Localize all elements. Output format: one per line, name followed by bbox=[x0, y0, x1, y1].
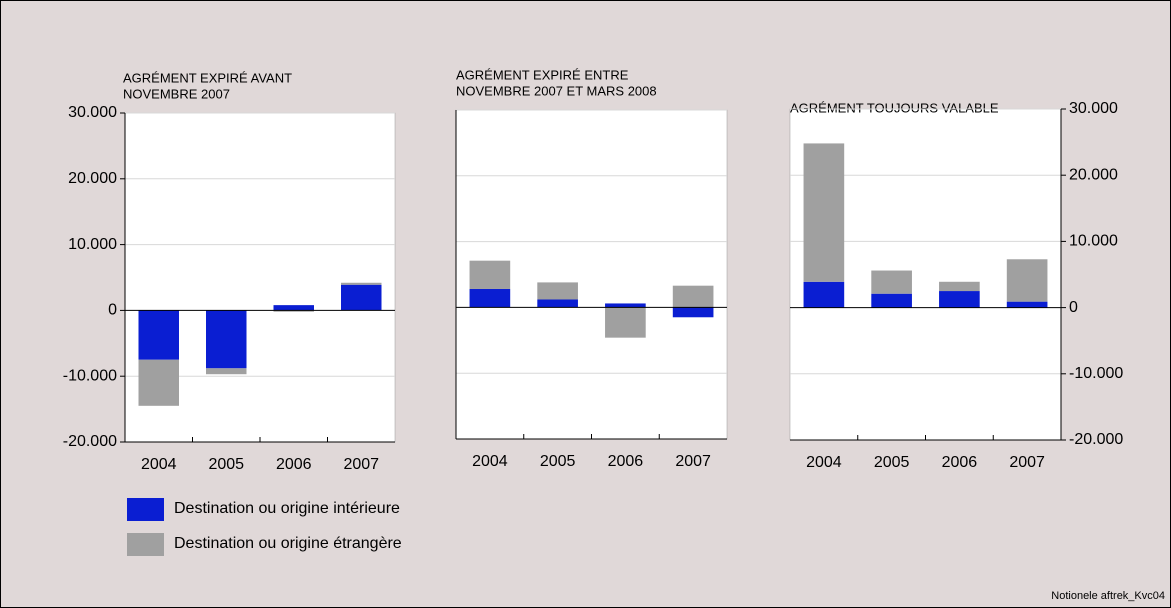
bar bbox=[341, 284, 382, 311]
bar bbox=[605, 307, 646, 338]
bar bbox=[871, 270, 912, 294]
bar bbox=[871, 293, 912, 308]
y-tick-label: 20.000 bbox=[68, 170, 117, 187]
x-tick-label: 2006 bbox=[276, 456, 312, 473]
bar bbox=[672, 307, 714, 318]
x-tick-label: 2005 bbox=[874, 454, 910, 471]
x-tick-label: 2006 bbox=[942, 454, 978, 471]
footnote: Notionele aftrek_Kvc04 bbox=[1051, 590, 1165, 602]
x-tick-label: 2007 bbox=[343, 456, 379, 473]
chart-title: NOVEMBRE 2007 bbox=[123, 86, 230, 101]
bar bbox=[273, 305, 314, 311]
y-tick-label: -20.000 bbox=[63, 433, 117, 450]
bar bbox=[273, 310, 314, 312]
chart-title: AGRÉMENT EXPIRÉ ENTRE bbox=[456, 67, 629, 82]
y-tick-label: 20.000 bbox=[1069, 166, 1118, 183]
chart-title: AGRÉMENT EXPIRÉ AVANT bbox=[123, 70, 292, 85]
x-tick-label: 2005 bbox=[540, 453, 576, 470]
y-tick-label: -10.000 bbox=[63, 367, 117, 384]
bar bbox=[672, 285, 714, 308]
chart-title: NOVEMBRE 2007 ET MARS 2008 bbox=[456, 83, 657, 98]
y-tick-label: 30.000 bbox=[68, 104, 117, 121]
bar bbox=[1006, 301, 1048, 308]
y-tick-label: 0 bbox=[108, 302, 117, 319]
y-tick-label: 10.000 bbox=[1069, 233, 1118, 250]
bar bbox=[138, 359, 179, 406]
bar bbox=[939, 281, 980, 292]
y-tick-label: 30.000 bbox=[1069, 100, 1118, 117]
bar bbox=[206, 310, 247, 369]
legend-label: Destination ou origine étrangère bbox=[174, 535, 402, 552]
x-tick-label: 2004 bbox=[806, 454, 842, 471]
legend-swatch bbox=[127, 533, 164, 556]
y-tick-label: 10.000 bbox=[68, 236, 117, 253]
x-tick-label: 2004 bbox=[141, 456, 177, 473]
chart-title: AGRÉMENT TOUJOURS VALABLE bbox=[790, 100, 999, 115]
bar bbox=[341, 282, 382, 285]
bar bbox=[469, 260, 511, 289]
y-tick-label: 0 bbox=[1069, 299, 1078, 316]
y-tick-label: -20.000 bbox=[1069, 431, 1123, 448]
bar bbox=[206, 368, 247, 375]
bar bbox=[138, 310, 179, 360]
x-tick-label: 2007 bbox=[675, 453, 711, 470]
y-tick-label: -10.000 bbox=[1069, 365, 1123, 382]
bar bbox=[1006, 259, 1048, 302]
x-tick-label: 2005 bbox=[208, 456, 244, 473]
x-tick-label: 2007 bbox=[1009, 454, 1045, 471]
bar bbox=[605, 303, 646, 308]
x-tick-label: 2006 bbox=[608, 453, 644, 470]
legend-swatch bbox=[127, 498, 164, 521]
bar bbox=[469, 288, 511, 308]
bar bbox=[537, 299, 578, 308]
bar bbox=[803, 281, 845, 308]
x-tick-label: 2004 bbox=[472, 453, 508, 470]
bar bbox=[803, 143, 845, 282]
bar bbox=[939, 291, 980, 308]
legend-label: Destination ou origine intérieure bbox=[174, 500, 400, 517]
bar bbox=[537, 282, 578, 300]
